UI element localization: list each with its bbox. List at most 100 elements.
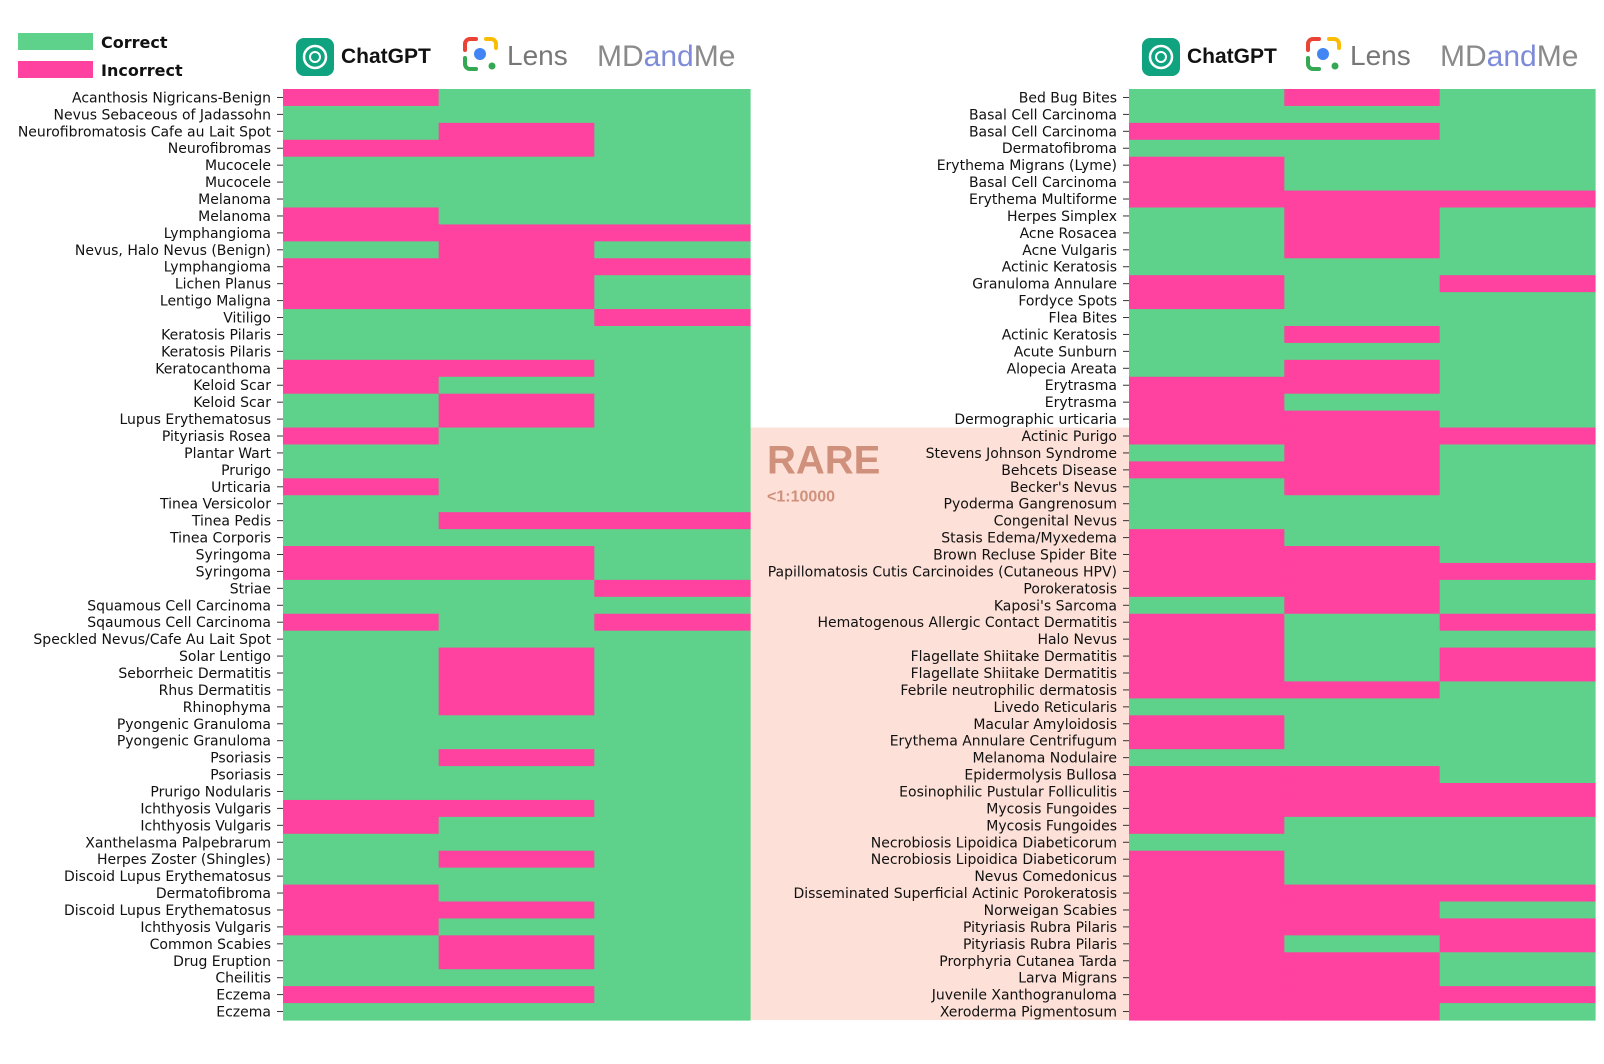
row-label: Ichthyosis Vulgaris [140,801,271,817]
heatmap-cell [1129,935,1285,953]
heatmap-cell [594,715,751,733]
heatmap-cell [594,105,751,124]
row-label: Vitiligo [223,311,271,327]
heatmap-cell [1439,275,1596,293]
heatmap-cell [594,275,751,293]
row-label: Neurofibromas [168,141,271,157]
heatmap-cell [438,884,595,903]
row-label: Livedo Reticularis [993,700,1117,716]
heatmap-cell [1284,495,1441,513]
heatmap-cell [1439,799,1596,818]
row-label: Febrile neutrophilic dermatosis [900,683,1117,699]
heatmap-cell [594,630,751,649]
heatmap-cell [1439,613,1596,632]
heatmap-cell [594,478,751,496]
heatmap-cell [438,359,595,378]
heatmap-cell [1284,173,1441,192]
heatmap-cell [594,325,751,344]
heatmap-cell [1284,207,1441,226]
heatmap-cell [1284,698,1441,716]
panel-right-headers: ChatGPT Lens MDandMe [1142,37,1579,76]
heatmap-cell [1129,918,1285,936]
row-label: Epidermolysis Bullosa [964,768,1117,784]
heatmap-cell [438,681,595,699]
heatmap-cell [283,139,440,158]
row-label: Keratosis Pilaris [161,344,271,360]
row-label: Keloid Scar [193,395,271,411]
row-label: Melanoma Nodulaire [973,751,1117,767]
heatmap-cell [438,969,595,987]
heatmap-cell [283,546,440,564]
row-label: Brown Recluse Spider Bite [933,548,1117,564]
heatmap-cell [594,766,751,784]
row-label: Macular Amyloidosis [973,717,1117,733]
mdandme-brand-part-me: Me [1537,40,1579,73]
heatmap-cell [594,816,751,835]
heatmap-cell [438,444,595,462]
heatmap-cell [594,122,751,141]
row-label: Kaposi's Sarcoma [994,598,1117,614]
heatmap-cell [283,105,440,124]
heatmap-cell [1129,173,1285,192]
row-label: Erytrasma [1045,378,1117,394]
row-label: Alopecia Areata [1007,361,1117,377]
heatmap-cell [1129,309,1285,327]
heatmap-cell [594,461,751,479]
heatmap-cell [1129,630,1285,649]
mdandme-brand-part-md: MD [1440,40,1487,73]
heatmap-cell [1129,224,1285,242]
heatmap-cell [1284,952,1441,970]
heatmap-cell [438,749,595,767]
heatmap-cell [1284,833,1441,852]
row-label: Ichthyosis Vulgaris [140,818,271,834]
heatmap-cell [1129,766,1285,784]
row-label: Keloid Scar [193,378,271,394]
row-label: Behcets Disease [1001,463,1117,479]
row-label: Erytrasma [1045,395,1117,411]
heatmap-cell [1129,461,1285,479]
heatmap-cell [283,173,440,192]
heatmap-cell [1439,156,1596,175]
heatmap-cells [283,89,1596,1021]
heatmap-cell [594,342,751,361]
heatmap-cell [283,867,440,886]
heatmap-cell [283,444,440,462]
heatmap-cell [438,952,595,970]
heatmap-cell [438,89,595,107]
heatmap-cell [438,139,595,158]
heatmap-cell [283,647,440,666]
row-label: Flagellate Shiitake Dermatitis [911,666,1117,682]
heatmap-cell [1129,207,1285,226]
row-label: Necrobiosis Lipoidica Diabeticorum [871,835,1117,851]
heatmap-cell [283,258,440,276]
heatmap-cell [438,342,595,361]
row-label: Rhinophyma [183,700,271,716]
heatmap-cell [594,664,751,683]
heatmap-cell [1129,105,1285,124]
heatmap-cell [1129,156,1285,175]
heatmap-cell [283,952,440,970]
heatmap-cell [283,156,440,175]
heatmap-cell [283,190,440,209]
heatmap-cell [1129,139,1285,158]
heatmap-cell [594,867,751,886]
row-label: Xeroderma Pigmentosum [940,1005,1117,1021]
heatmap-cell [1439,562,1596,581]
heatmap-cell [283,461,440,479]
heatmap-cell [594,190,751,209]
row-label: Lichen Planus [175,277,271,293]
heatmap-cell [1284,850,1441,869]
heatmap-cell [438,698,595,716]
heatmap-cell [1284,156,1441,175]
row-label: Granuloma Annulare [972,277,1117,293]
heatmap-cell [594,156,751,175]
heatmap-cell [1129,342,1285,361]
heatmap-cell [283,410,440,429]
heatmap-cell [283,681,440,699]
row-label: Tinea Corporis [169,531,271,547]
heatmap-cell [1129,393,1285,412]
row-label: Discoid Lupus Erythematosus [64,869,271,885]
heatmap-cell [1129,799,1285,818]
heatmap-cell [1439,410,1596,429]
